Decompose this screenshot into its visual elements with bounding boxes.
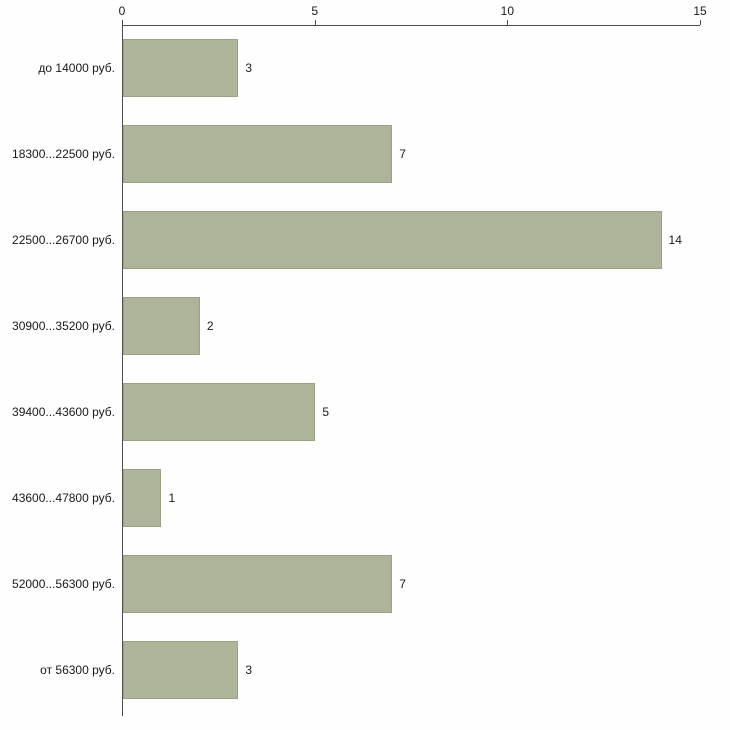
category-label: 22500...26700 руб. [12, 233, 115, 247]
value-label: 3 [245, 61, 253, 75]
tick-label: 15 [693, 4, 707, 18]
bar [123, 383, 316, 441]
chart-row: 52000...56300 руб. 7 [12, 541, 700, 627]
category-label: до 14000 руб. [38, 61, 115, 75]
bar [123, 469, 162, 527]
category-label: 18300...22500 руб. [12, 147, 115, 161]
category-label: 39400...43600 руб. [12, 405, 115, 419]
chart-row: 43600...47800 руб. 1 [12, 455, 700, 541]
category-label: 30900...35200 руб. [12, 319, 115, 333]
tick-label: 0 [118, 4, 126, 18]
x-axis: 0 5 10 15 [119, 4, 707, 26]
y-axis [122, 25, 123, 716]
tick-label: 10 [500, 4, 515, 18]
bar [123, 125, 393, 183]
chart-row: 30900...35200 руб. 2 [12, 283, 700, 369]
bar [123, 641, 239, 699]
bar [123, 297, 200, 355]
tick-mark [314, 20, 316, 25]
bar [123, 39, 239, 97]
value-label: 7 [399, 147, 406, 161]
bar [123, 211, 662, 269]
value-label: 14 [668, 233, 682, 247]
value-label: 7 [399, 577, 406, 591]
tick-mark [122, 20, 123, 25]
tick-label: 5 [311, 4, 318, 18]
chart-row: до 14000 руб. 3 [38, 25, 700, 111]
chart-row: от 56300 руб. 3 [40, 627, 700, 713]
value-label: 5 [322, 405, 330, 419]
bar [123, 555, 393, 613]
value-label: 3 [245, 663, 253, 677]
tick-mark [700, 20, 701, 25]
chart-row: 39400...43600 руб. 5 [12, 369, 700, 455]
chart-row: 22500...26700 руб. 14 [12, 197, 700, 283]
value-label: 1 [168, 491, 176, 505]
category-label: от 56300 руб. [40, 663, 115, 677]
chart-row: 18300...22500 руб. 7 [12, 111, 700, 197]
rows: до 14000 руб. 3 18300...22500 руб. 7 22500..… [12, 25, 700, 713]
category-label: 52000...56300 руб. [12, 577, 115, 591]
tick-mark [507, 20, 509, 25]
category-label: 43600...47800 руб. [12, 491, 115, 505]
value-label: 2 [206, 319, 214, 333]
